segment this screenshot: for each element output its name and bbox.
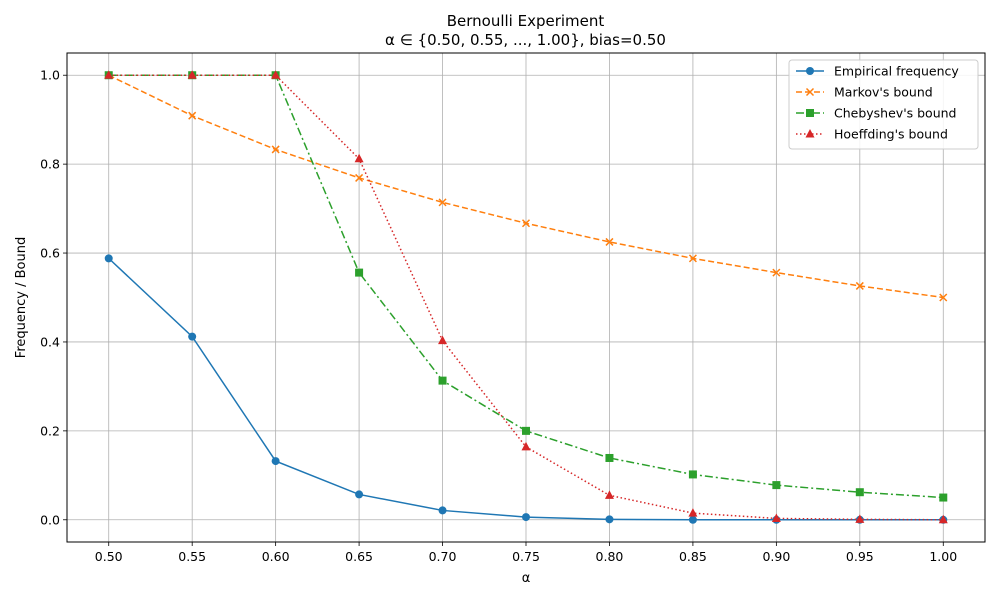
data-point-chebyshev-s-bound — [939, 493, 948, 502]
legend-label-chebyshev-s-bound: Chebyshev's bound — [834, 106, 956, 121]
x-tick-label: 0.55 — [178, 549, 206, 564]
x-axis-label: α — [522, 571, 531, 586]
y-tick-label: 0.8 — [40, 157, 60, 172]
data-point-hoeffding-s-bound — [855, 514, 865, 523]
data-point-hoeffding-s-bound — [104, 70, 114, 79]
legend: Empirical frequency Markov's bound Chebysh… — [788, 59, 979, 150]
data-point-hoeffding-s-bound — [688, 508, 698, 517]
data-point-markov-s-bound — [188, 111, 197, 120]
chart-title: Bernoulli Experiment — [447, 12, 605, 30]
x-tick-label: 0.50 — [95, 549, 123, 564]
data-point-markov-s-bound — [688, 254, 697, 263]
series-hoeffding-s-bound — [104, 70, 948, 524]
y-tick-label: 1.0 — [40, 68, 60, 83]
data-point-markov-s-bound — [939, 293, 948, 302]
y-tick-label: 0.2 — [40, 423, 60, 438]
data-point-hoeffding-s-bound — [771, 513, 781, 522]
data-point-chebyshev-s-bound — [438, 376, 447, 385]
x-tick-label: 0.80 — [596, 549, 624, 564]
data-point-markov-s-bound — [271, 145, 280, 154]
legend-marker-markov-s-bound — [805, 87, 815, 97]
data-point-empirical-frequency — [605, 515, 614, 524]
x-tick-label: 0.65 — [345, 549, 373, 564]
data-point-empirical-frequency — [438, 506, 447, 515]
data-point-chebyshev-s-bound — [772, 481, 781, 490]
y-tick-label: 0.0 — [40, 512, 60, 527]
series-empirical-frequency — [104, 254, 948, 524]
data-point-hoeffding-s-bound — [187, 70, 197, 79]
data-point-markov-s-bound — [855, 281, 864, 290]
data-point-hoeffding-s-bound — [438, 335, 448, 345]
series-layer — [104, 70, 948, 524]
legend-label-empirical-frequency: Empirical frequency — [834, 64, 959, 79]
x-tick-label: 0.75 — [512, 549, 540, 564]
y-tick-label: 0.6 — [40, 246, 60, 261]
chart-subtitle: α ∈ {0.50, 0.55, ..., 1.00}, bias=0.50 — [385, 31, 666, 49]
data-point-markov-s-bound — [521, 219, 531, 228]
data-point-empirical-frequency — [188, 332, 197, 341]
legend-label-markov-s-bound: Markov's bound — [834, 85, 933, 100]
x-tick-label: 0.70 — [429, 549, 457, 564]
data-point-chebyshev-s-bound — [355, 268, 364, 277]
data-point-hoeffding-s-bound — [271, 70, 281, 79]
data-point-hoeffding-s-bound — [604, 490, 614, 499]
data-point-chebyshev-s-bound — [522, 426, 530, 435]
data-point-empirical-frequency — [104, 254, 113, 263]
legend-marker-hoeffding-s-bound — [805, 129, 815, 138]
legend-box — [788, 59, 979, 150]
y-tick-label: 0.4 — [40, 334, 60, 349]
data-point-chebyshev-s-bound — [688, 470, 697, 479]
legend-label-hoeffding-s-bound: Hoeffding's bound — [834, 127, 948, 142]
legend-marker-empirical-frequency — [806, 67, 814, 75]
x-tick-label: 0.60 — [262, 549, 290, 564]
data-point-markov-s-bound — [438, 198, 447, 207]
data-point-hoeffding-s-bound — [354, 153, 364, 163]
data-point-markov-s-bound — [355, 173, 364, 182]
ticks: 0.50 0.55 0.60 0.65 0.70 0.75 0.80 0.85 0.90 0.95… — [40, 68, 957, 564]
x-tick-label: 0.90 — [762, 549, 790, 564]
data-point-hoeffding-s-bound — [521, 441, 531, 451]
x-tick-label: 1.00 — [929, 549, 957, 564]
data-point-empirical-frequency — [271, 457, 280, 466]
data-point-hoeffding-s-bound — [938, 514, 948, 524]
data-point-empirical-frequency — [355, 490, 364, 499]
x-tick-label: 0.85 — [679, 549, 707, 564]
data-point-chebyshev-s-bound — [855, 488, 864, 497]
data-point-markov-s-bound — [772, 268, 781, 277]
data-point-empirical-frequency — [522, 513, 530, 522]
data-point-chebyshev-s-bound — [605, 453, 614, 462]
y-axis-label: Frequency / Bound — [14, 237, 29, 358]
x-tick-label: 0.95 — [846, 549, 874, 564]
data-point-markov-s-bound — [605, 237, 614, 246]
data-point-empirical-frequency — [688, 515, 697, 524]
legend-marker-chebyshev-s-bound — [806, 109, 814, 117]
